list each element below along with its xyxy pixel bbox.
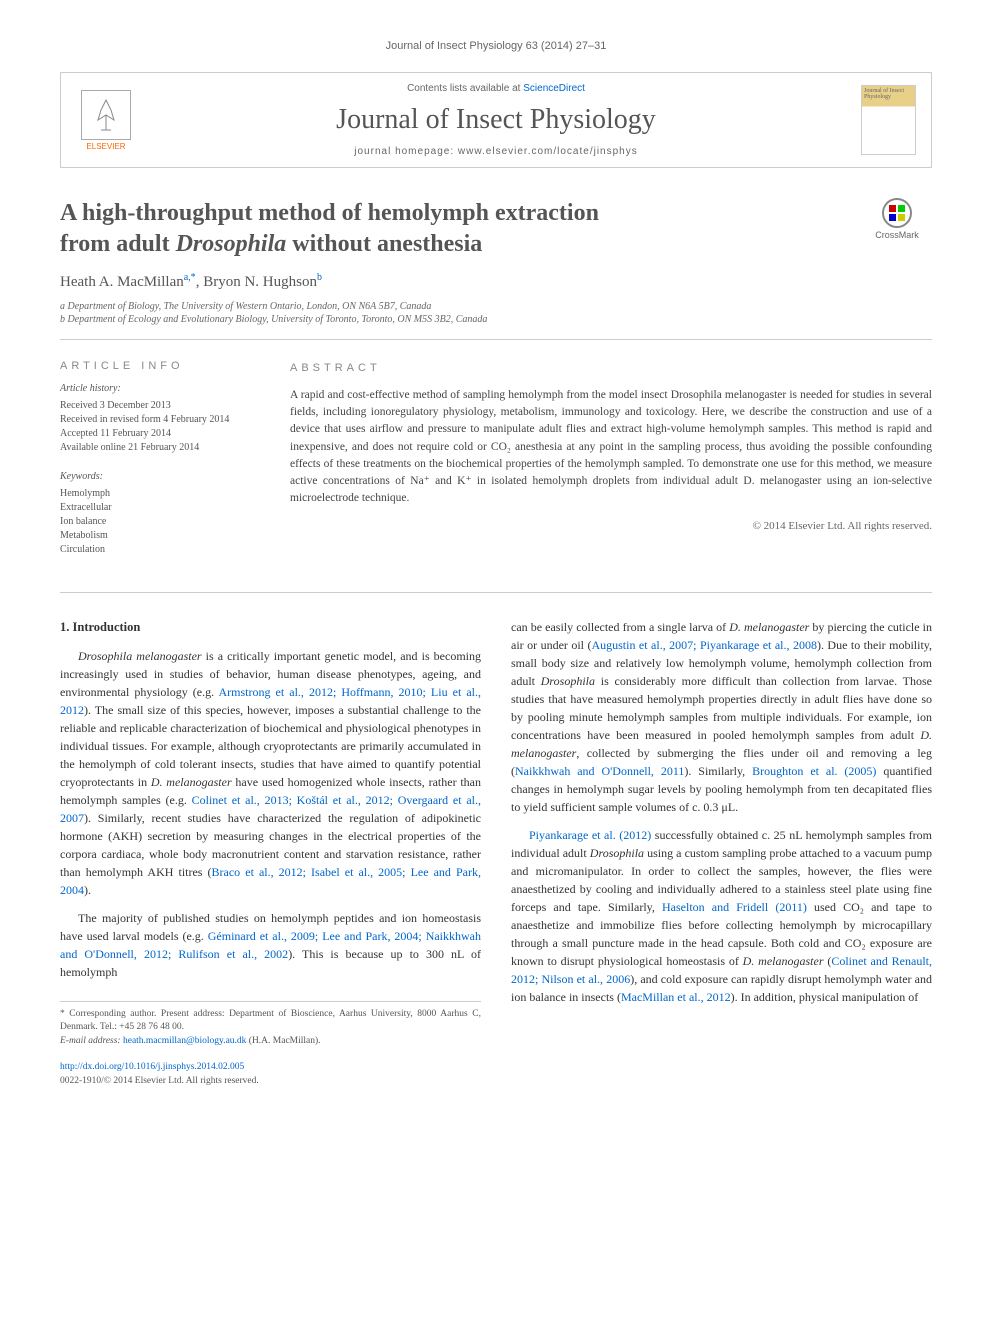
article-info-column: ARTICLE INFO Article history: Received 3… [60,360,260,572]
keyword: Extracellular [60,501,260,515]
doi-link[interactable]: http://dx.doi.org/10.1016/j.jinsphys.201… [60,1062,244,1072]
citation[interactable]: Piyankarage et al. (2012) [529,828,651,842]
citation[interactable]: Naikkhwah and O'Donnell, 2011 [515,764,684,778]
author-1: Heath A. MacMillan [60,274,184,290]
body-text: 1. Introduction Drosophila melanogaster … [60,618,932,1088]
keyword: Ion balance [60,515,260,529]
paragraph: Piyankarage et al. (2012) successfully o… [511,826,932,1006]
publisher-name: ELSEVIER [86,142,125,151]
paragraph: can be easily collected from a single la… [511,618,932,816]
section-heading-introduction: 1. Introduction [60,618,481,637]
email-link[interactable]: heath.macmillan@biology.au.dk [123,1036,246,1046]
authors-line: Heath A. MacMillana,*, Bryon N. Hughsonb [60,272,932,291]
body-column-left: 1. Introduction Drosophila melanogaster … [60,618,481,1088]
publisher-logo: ELSEVIER [76,85,136,155]
keyword: Hemolymph [60,487,260,501]
corresponding-author-footnote: * Corresponding author. Present address:… [60,1001,481,1048]
doi-block: http://dx.doi.org/10.1016/j.jinsphys.201… [60,1060,481,1089]
contents-prefix: Contents lists available at [407,83,523,94]
citation[interactable]: Augustin et al., 2007; Piyankarage et al… [591,638,817,652]
crossmark-icon [882,198,912,228]
running-header: Journal of Insect Physiology 63 (2014) 2… [60,40,932,52]
citation[interactable]: Haselton and Fridell (2011) [662,900,807,914]
keyword: Metabolism [60,529,260,543]
crossmark-badge[interactable]: CrossMark [862,198,932,248]
homepage-url[interactable]: www.elsevier.com/locate/jinsphys [458,146,638,157]
crossmark-label: CrossMark [875,230,919,240]
affiliation-b: b Department of Ecology and Evolutionary… [60,314,932,325]
abstract-text: A rapid and cost-effective method of sam… [290,387,932,508]
journal-title: Journal of Insect Physiology [81,104,911,136]
journal-homepage: journal homepage: www.elsevier.com/locat… [81,146,911,157]
citation[interactable]: MacMillan et al., 2012 [621,990,731,1004]
keywords-block: Keywords: Hemolymph Extracellular Ion ba… [60,470,260,557]
article-info-label: ARTICLE INFO [60,360,260,372]
contents-available-line: Contents lists available at ScienceDirec… [81,83,911,94]
affiliation-a: a Department of Biology, The University … [60,301,932,312]
affiliations: a Department of Biology, The University … [60,301,932,340]
copyright-line: © 2014 Elsevier Ltd. All rights reserved… [290,518,932,535]
abstract-label: ABSTRACT [290,360,932,377]
body-column-right: can be easily collected from a single la… [511,618,932,1088]
journal-cover-thumbnail: Journal of Insect Physiology [861,85,916,155]
issn-copyright: 0022-1910/© 2014 Elsevier Ltd. All right… [60,1074,481,1088]
paragraph: Drosophila melanogaster is a critically … [60,647,481,899]
article-title: A high-throughput method of hemolymph ex… [60,198,760,260]
article-history: Article history: Received 3 December 201… [60,382,260,455]
citation[interactable]: Broughton et al. (2005) [752,764,876,778]
author-2: Bryon N. Hughson [203,274,317,290]
keyword: Circulation [60,543,260,557]
paragraph: The majority of published studies on hem… [60,909,481,981]
elsevier-tree-icon [81,90,131,140]
masthead: ELSEVIER Journal of Insect Physiology Co… [60,72,932,168]
sciencedirect-link[interactable]: ScienceDirect [523,83,585,94]
abstract-column: ABSTRACT A rapid and cost-effective meth… [290,360,932,572]
